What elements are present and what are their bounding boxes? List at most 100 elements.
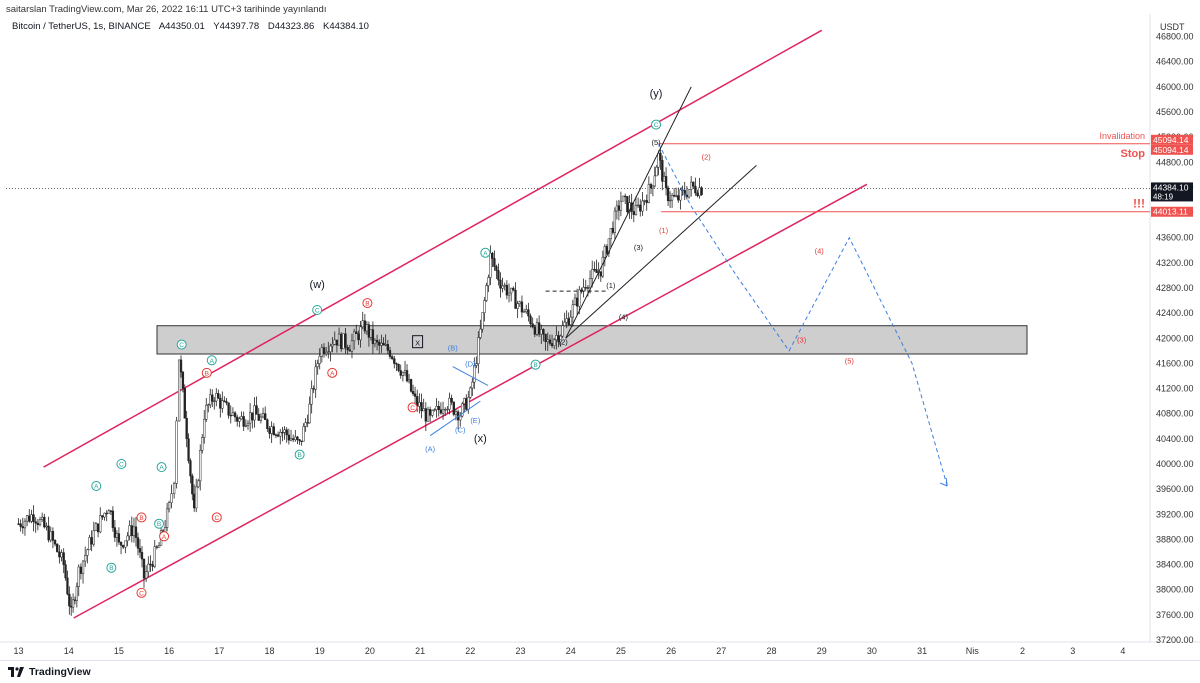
time-tick-label: 28 — [766, 646, 776, 656]
tradingview-brand: TradingView — [29, 666, 91, 678]
candle-body — [493, 258, 496, 267]
candle-body — [302, 426, 305, 442]
ohlc-high: Y44397.78 — [213, 21, 260, 32]
circled-wave-marker — [362, 298, 373, 309]
candle-body — [304, 422, 307, 427]
candle-body — [609, 227, 613, 240]
triangle-lower[interactable] — [429, 400, 481, 437]
circled-wave-marker — [159, 531, 170, 542]
candle-body — [459, 415, 462, 421]
candle-body — [105, 512, 108, 515]
candle-body — [593, 268, 596, 271]
candle-body — [617, 205, 621, 211]
price-tick-label: 42400.00 — [1156, 308, 1194, 318]
circled-wave-label: C — [139, 590, 144, 597]
candle-body — [221, 400, 224, 409]
candle-body — [645, 200, 648, 203]
wave-label: (B) — [448, 344, 459, 353]
candle-body — [668, 199, 672, 202]
candle-body — [663, 176, 666, 182]
circled-wave-marker — [136, 587, 147, 598]
candle-body — [281, 431, 284, 434]
candle-body — [344, 333, 347, 348]
candle-body — [386, 344, 389, 351]
candle-body — [636, 204, 640, 207]
candle-body — [607, 238, 611, 254]
candle-body — [605, 246, 608, 254]
circled-wave-label: A — [94, 484, 99, 491]
candle-body — [437, 406, 440, 410]
candle-body — [117, 533, 121, 543]
currency-label[interactable]: USDT — [1160, 22, 1185, 32]
candle-body — [51, 531, 55, 541]
impulse-trendline-lower[interactable] — [565, 165, 757, 339]
channel-upper-line[interactable] — [43, 29, 823, 468]
candle-body — [477, 337, 480, 364]
candle-body — [505, 284, 509, 296]
wave-label: (5) — [651, 138, 661, 147]
wave-label: (4) — [815, 246, 825, 255]
candle-body — [520, 301, 524, 313]
price-tick-label: 44800.00 — [1156, 157, 1194, 167]
candle-body — [522, 311, 526, 313]
candle-body — [384, 344, 387, 346]
candle-body — [535, 322, 539, 335]
candle-body — [540, 329, 543, 335]
time-tick-label: 15 — [114, 646, 124, 656]
projection-path[interactable] — [658, 143, 948, 487]
candle-body — [38, 519, 42, 526]
candle-body — [88, 537, 91, 551]
time-tick-label: 14 — [64, 646, 74, 656]
circled-wave-label: B — [533, 362, 537, 369]
candle-body — [213, 400, 216, 403]
triangle-upper[interactable] — [452, 366, 489, 386]
candle-body — [130, 525, 133, 537]
time-tick-label: 23 — [515, 646, 525, 656]
candle-body — [578, 289, 581, 307]
candle-body — [378, 341, 381, 346]
candle-body — [653, 175, 656, 187]
candle-body — [525, 309, 528, 312]
candle-body — [115, 533, 119, 538]
candle-body — [92, 530, 95, 545]
price-chart[interactable]: 37200.00 37600.00 38000.00 38400.00 38800.00… — [0, 0, 1200, 660]
price-tag-text: 45094.14 — [1153, 145, 1189, 155]
impulse-trendline-upper[interactable] — [565, 86, 692, 339]
candle-body — [694, 185, 697, 194]
ohlc-open: A44350.01 — [158, 21, 205, 32]
candle-body — [306, 422, 309, 424]
symbol-name[interactable]: Bitcoin / TetherUS, 1s, BINANCE — [12, 21, 151, 32]
candle-body — [696, 192, 699, 197]
candle-body — [639, 204, 642, 212]
time-tick-label: 29 — [817, 646, 827, 656]
wave-label: (E) — [470, 416, 481, 425]
wave-label: (4) — [619, 312, 629, 321]
time-tick-label: 4 — [1120, 646, 1125, 656]
candle-body — [401, 371, 405, 376]
candle-body — [155, 546, 159, 548]
candle-body — [446, 408, 449, 411]
tradingview-logo[interactable]: TradingView — [8, 666, 91, 678]
candle-body — [424, 408, 427, 422]
candle-body — [700, 187, 703, 195]
circled-wave-label: B — [139, 515, 143, 522]
wave-label: (x) — [474, 433, 487, 445]
candle-body — [207, 404, 210, 406]
candle-body — [491, 252, 494, 259]
candle-body — [53, 540, 57, 545]
circled-wave-marker — [480, 247, 491, 258]
candle-body — [96, 523, 100, 533]
resistance-zone[interactable] — [156, 325, 1028, 355]
channel-lower-line[interactable] — [73, 183, 868, 619]
candle-body — [501, 285, 504, 289]
candle-body — [512, 287, 515, 291]
candle-body — [90, 537, 93, 545]
candle-body — [289, 438, 293, 441]
time-tick-label: 31 — [917, 646, 927, 656]
candle-body — [371, 329, 375, 345]
candle-body — [209, 394, 212, 406]
time-tick-label: 16 — [164, 646, 174, 656]
wave-label: (C) — [455, 425, 466, 434]
candle-body — [276, 434, 280, 437]
candle-body — [142, 558, 146, 579]
